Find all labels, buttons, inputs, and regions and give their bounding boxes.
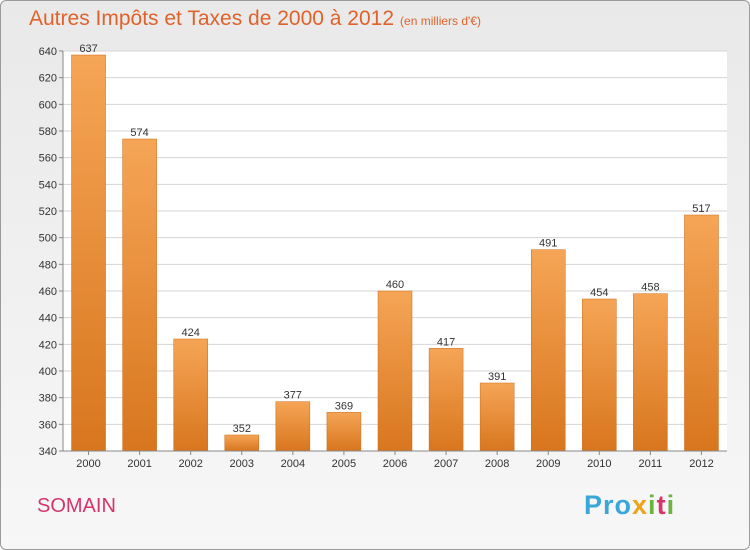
- data-label: 517: [692, 203, 710, 215]
- commune-name: SOMAIN: [37, 495, 116, 517]
- y-tick-label: 620: [39, 73, 57, 85]
- bar: [479, 382, 515, 452]
- x-tick-label: 2002: [178, 458, 202, 470]
- x-tick-label: 2011: [639, 458, 663, 470]
- y-tick-label: 360: [39, 419, 57, 431]
- data-label: 637: [79, 43, 97, 55]
- y-tick-label: 640: [39, 46, 57, 58]
- bar: [428, 348, 464, 452]
- data-label: 458: [641, 282, 659, 294]
- bar: [122, 138, 157, 452]
- y-tick-label: 340: [39, 446, 57, 458]
- bar: [173, 338, 208, 452]
- bar: [633, 293, 668, 452]
- data-label: 460: [386, 279, 404, 291]
- y-tick-label: 500: [39, 233, 57, 245]
- data-label: 369: [335, 400, 353, 412]
- x-tick-label: 2003: [230, 458, 254, 470]
- chart-title-text: Autres Impôts et Taxes de 2000 à 2012: [29, 7, 395, 30]
- data-label: 377: [284, 390, 302, 402]
- y-tick-label: 400: [39, 366, 57, 378]
- bar: [684, 214, 719, 452]
- data-label: 424: [182, 327, 200, 339]
- y-tick-label: 380: [39, 393, 57, 405]
- bar: [275, 401, 311, 452]
- bar: [71, 54, 106, 452]
- x-tick-label: 2005: [332, 458, 356, 470]
- data-label: 491: [539, 238, 557, 250]
- bar: [582, 298, 617, 452]
- y-axis-ticks: 340 360 380 400 420 440 460 480 500 520 540 560 580 6…: [39, 46, 63, 458]
- data-label: 391: [488, 371, 506, 383]
- x-tick-label: 2004: [281, 458, 305, 470]
- proxiti-logo[interactable]: Proxiti: [584, 490, 676, 520]
- y-tick-label: 540: [39, 179, 57, 191]
- bar: [530, 249, 566, 452]
- y-tick-label: 560: [39, 153, 57, 165]
- data-labels: 637 574 424 352 377 369 460 417 391 491 454 458 517: [79, 43, 710, 435]
- y-tick-label: 460: [39, 286, 57, 298]
- y-tick-label: 480: [39, 259, 57, 271]
- x-tick-label: 2012: [689, 458, 713, 470]
- x-tick-label: 2010: [587, 458, 611, 470]
- x-tick-label: 2001: [127, 458, 151, 470]
- x-tick-label: 2007: [434, 458, 458, 470]
- data-label: 417: [437, 336, 455, 348]
- data-label: 352: [233, 423, 251, 435]
- bar: [326, 412, 362, 452]
- x-tick-label: 2008: [485, 458, 509, 470]
- x-tick-label: 2000: [76, 458, 100, 470]
- data-label: 574: [130, 127, 148, 139]
- chart-title: Autres Impôts et Taxes de 2000 à 2012 (en…: [29, 7, 481, 31]
- y-tick-label: 520: [39, 206, 57, 218]
- bars: [71, 54, 719, 452]
- y-tick-label: 600: [39, 99, 57, 111]
- x-tick-label: 2006: [383, 458, 407, 470]
- x-tick-label: 2009: [536, 458, 560, 470]
- x-axis-ticks: 2000 2001 2002 2003 2004 2005 2006 2007 2008 2009…: [76, 451, 714, 470]
- y-tick-label: 420: [39, 339, 57, 351]
- y-tick-label: 440: [39, 313, 57, 325]
- bar: [377, 290, 413, 452]
- chart-unit: (en milliers d'€): [400, 14, 482, 28]
- bar: [224, 434, 260, 452]
- data-label: 454: [590, 287, 608, 299]
- y-tick-label: 580: [39, 126, 57, 138]
